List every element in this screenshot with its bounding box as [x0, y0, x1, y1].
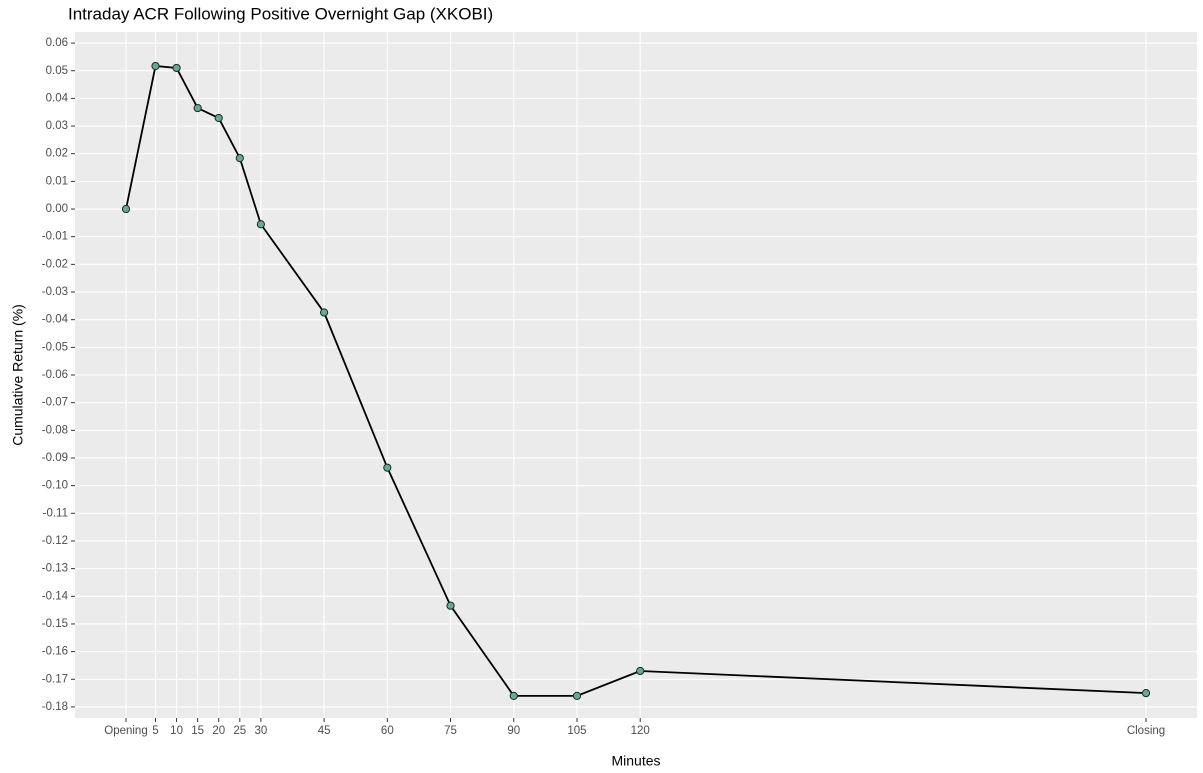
chart-title: Intraday ACR Following Positive Overnigh… [68, 4, 493, 23]
y-tick-label: -0.01 [42, 231, 68, 243]
y-tick-label: -0.14 [42, 590, 69, 602]
y-tick-label: 0.00 [46, 203, 68, 215]
x-tick-label: Closing [1127, 725, 1165, 737]
y-tick-label: -0.17 [42, 673, 68, 685]
x-tick-label: 25 [233, 725, 246, 737]
x-tick-label: 90 [507, 725, 520, 737]
y-tick-label: -0.09 [42, 452, 68, 464]
data-point [151, 61, 160, 71]
data-point [256, 220, 265, 229]
x-tick-label: 75 [444, 725, 457, 737]
x-tick-label: 60 [381, 725, 394, 737]
y-tick-label: -0.13 [42, 563, 68, 575]
data-point [121, 204, 131, 214]
y-tick-label: -0.18 [42, 701, 68, 713]
y-tick-label: 0.06 [46, 37, 68, 49]
y-tick-label: 0.02 [46, 148, 68, 160]
data-point [235, 154, 244, 163]
series-line [125, 65, 1147, 697]
data-point [193, 103, 202, 113]
x-axis-label: Minutes [611, 753, 660, 769]
y-tick-label: 0.01 [46, 175, 68, 187]
y-tick-label: -0.15 [42, 618, 68, 630]
data-point [319, 308, 329, 317]
y-tick-label: -0.04 [42, 314, 69, 326]
x-tick-label: 20 [212, 725, 225, 737]
y-axis-label: Cumulative Return (%) [10, 304, 26, 446]
y-tick-label: -0.16 [42, 646, 68, 658]
x-tick-label: 15 [191, 725, 204, 737]
x-tick-label: 45 [318, 725, 331, 737]
data-point [446, 601, 455, 610]
y-tick-label: -0.11 [43, 507, 68, 519]
y-tick-label: -0.05 [42, 341, 68, 353]
y-tick-label: -0.10 [42, 480, 68, 492]
x-tick-label: 5 [152, 725, 158, 737]
x-tick-label: 30 [254, 725, 267, 737]
x-tick-label: 120 [631, 725, 650, 737]
data-point [383, 463, 392, 472]
y-tick-label: -0.12 [42, 535, 68, 547]
y-tick-label: -0.02 [42, 258, 68, 270]
data-point [172, 63, 181, 73]
data-point [1141, 689, 1151, 698]
y-tick-label: 0.04 [46, 92, 69, 104]
data-point [509, 691, 518, 700]
y-tick-label: -0.08 [42, 424, 68, 436]
x-tick-label: 10 [170, 725, 183, 737]
x-tick-label: Opening [104, 725, 147, 737]
y-tick-label: -0.03 [42, 286, 68, 298]
y-tick-label: 0.03 [46, 120, 68, 132]
y-tick-label: -0.06 [42, 369, 68, 381]
data-point [636, 666, 645, 676]
y-tick-label: 0.05 [46, 65, 68, 77]
data-point [214, 113, 223, 123]
data-point [572, 691, 582, 700]
x-tick-label: 105 [567, 725, 586, 737]
y-tick-label: -0.07 [42, 397, 68, 409]
